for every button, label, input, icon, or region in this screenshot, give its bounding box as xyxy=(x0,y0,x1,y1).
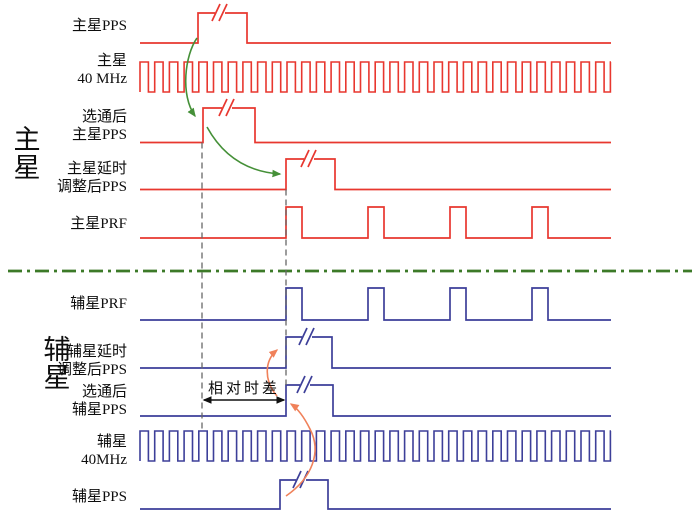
label-line: 辅星PPS xyxy=(71,401,127,418)
master-pps-waveform xyxy=(140,12,611,44)
label-slave-pps: 辅星PPS xyxy=(0,488,127,506)
label-master-pps: 主星PPS xyxy=(0,17,127,35)
label-slave-delayed-pps: 辅星延时调整后PPS xyxy=(0,343,127,379)
master-pps-break-mark xyxy=(218,3,228,22)
label-slave-prf: 辅星PRF xyxy=(0,295,127,313)
label-master-prf: 主星PRF xyxy=(0,215,127,233)
label-line: 辅星延时 xyxy=(66,344,127,360)
slave-40mhz-clock-waveform xyxy=(139,430,612,462)
label-line: 辅星 xyxy=(96,434,127,450)
label-line: 主星 xyxy=(96,53,127,69)
label-line: 主星PPS xyxy=(71,126,127,143)
master-gated-pps-break-mark xyxy=(218,98,228,117)
label-line: 选通后 xyxy=(81,108,127,125)
group-label-slave: 辅星 xyxy=(43,335,71,393)
slave-gating-arrow xyxy=(285,403,316,497)
master-pps-break-mark xyxy=(211,3,221,22)
slave-delayed-pps-waveform xyxy=(140,336,611,369)
label-master-gated-pps: 选通后 主星PPS xyxy=(0,108,127,144)
label-line: 主星PRF xyxy=(70,216,127,232)
master-gated-pps-waveform xyxy=(140,107,611,144)
master-prf-waveform xyxy=(140,206,611,239)
slave-pps-waveform xyxy=(140,479,611,510)
slave-pps-break-mark xyxy=(292,470,302,489)
label-slave-gated-pps: 选通后 辅星PPS xyxy=(0,383,127,419)
label-line: 选通后 xyxy=(81,383,127,400)
master-delay-arrow xyxy=(206,126,282,178)
label-line: 辅星PPS xyxy=(71,489,127,505)
label-line: 调整后PPS xyxy=(56,179,127,195)
label-line: 40MHz xyxy=(81,452,127,468)
master-delayed-pps-waveform xyxy=(140,158,611,191)
master-delayed-pps-break-mark xyxy=(307,149,317,168)
label-line: 辅星PRF xyxy=(70,296,127,312)
label-slave-40mhz-clock: 辅星 40MHz xyxy=(0,433,127,469)
label-master-delayed-pps: 主星延时调整后PPS xyxy=(0,160,127,196)
label-line: 主星延时 xyxy=(66,161,127,177)
slave-gated-pps-break-mark xyxy=(303,375,313,394)
slave-delayed-pps-break-mark xyxy=(305,327,315,346)
slave-prf-waveform xyxy=(140,287,611,321)
group-label-master: 主星 xyxy=(13,125,41,183)
master-delayed-pps-break-mark xyxy=(300,149,310,168)
slave-delay-arrow xyxy=(266,349,279,397)
slave-delayed-pps-break-mark xyxy=(298,327,308,346)
master-40mhz-clock-waveform xyxy=(139,61,612,93)
slave-gated-pps-break-mark xyxy=(296,375,306,394)
relative-time-difference-label: 相对时差 xyxy=(207,381,280,397)
master-gated-pps-break-mark xyxy=(225,98,235,117)
master-gating-arrow xyxy=(184,37,198,118)
label-line: 主星PPS xyxy=(71,18,127,34)
slave-gated-pps-waveform xyxy=(140,384,611,417)
label-line: 调整后PPS xyxy=(56,362,127,378)
label-master-40mhz-clock: 主星 40 MHz xyxy=(0,52,127,88)
label-line: 40 MHz xyxy=(77,71,127,87)
